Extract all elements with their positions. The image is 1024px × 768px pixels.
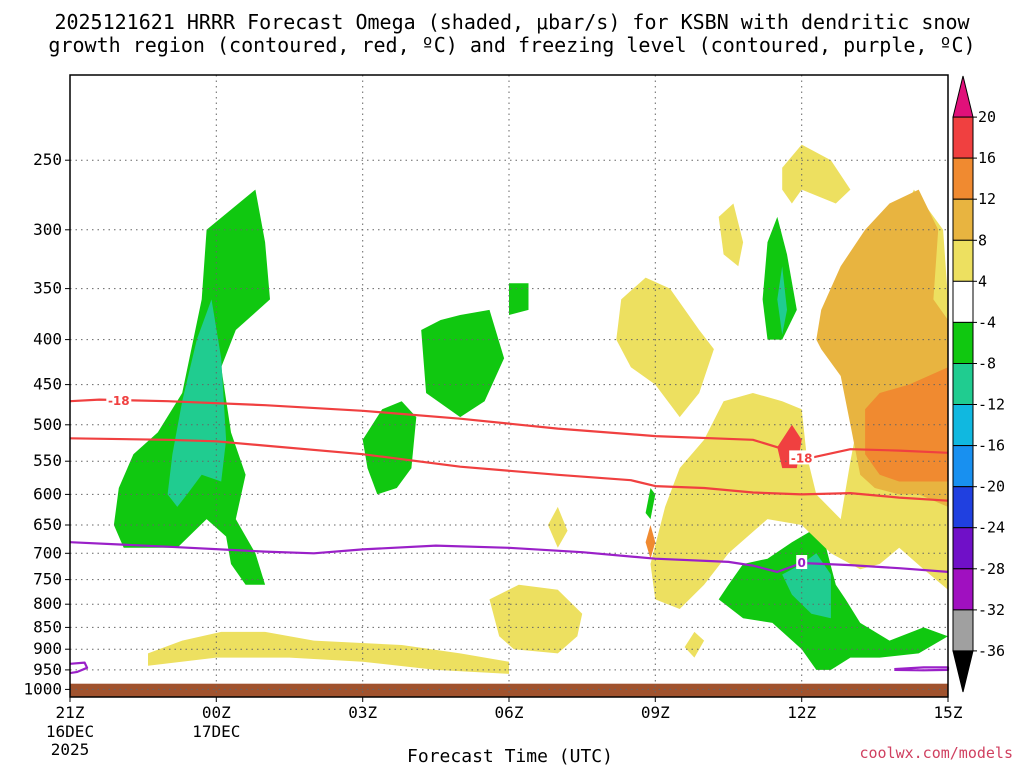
y-tick-label-550: 550	[33, 451, 62, 470]
x-date-label-2025: 2025	[51, 740, 90, 759]
ground-below-surface	[70, 683, 948, 697]
colorbar-swatch-13	[952, 609, 974, 652]
colorbar-label--16: -16	[978, 437, 1005, 455]
dgz-contour-label-1: -18	[791, 451, 813, 465]
omega-region-4	[362, 401, 417, 495]
colorbar-label-4: 4	[978, 272, 987, 290]
omega-region-10	[782, 553, 831, 619]
colorbar-swatch-12	[952, 568, 974, 611]
dgz-contour-0	[69, 398, 949, 459]
y-tick-label-900: 900	[33, 639, 62, 658]
colorbar-label--36: -36	[978, 642, 1005, 660]
colorbar-label--12: -12	[978, 396, 1005, 414]
y-tick-label-700: 700	[33, 543, 62, 562]
y-tick-label-400: 400	[33, 330, 62, 349]
colorbar-swatch-7	[952, 363, 974, 406]
y-tick-label-250: 250	[33, 150, 62, 169]
colorbar-label-16: 16	[978, 149, 996, 167]
omega-shading	[113, 144, 948, 674]
omega-region-13	[548, 506, 568, 548]
omega-region-9	[718, 530, 948, 670]
omega-region-2	[509, 283, 529, 315]
y-axis: 250 300 350 400 450 500 550 600 650 700 750 800 850 9…	[23, 150, 70, 698]
y-tick-label-850: 850	[33, 617, 62, 636]
y-tick-label-600: 600	[33, 484, 62, 503]
colorbar-swatch-2	[952, 157, 974, 200]
omega-region-6	[777, 266, 787, 335]
omega-region-7	[645, 488, 656, 520]
colorbar-label--4: -4	[978, 313, 996, 331]
colorbar-swatch-1	[952, 116, 974, 159]
colorbar-swatch-3	[952, 198, 974, 241]
colorbar-swatch-6	[952, 321, 974, 364]
chart-title-line-2: growth region (contoured, red, ºC) and f…	[48, 33, 975, 57]
colorbar-swatch-9	[952, 445, 974, 488]
y-tick-label-500: 500	[33, 415, 62, 434]
colorbar-top-arrow	[952, 75, 974, 118]
omega-region-15	[684, 631, 705, 658]
ground-layer	[70, 683, 948, 697]
omega-region-22	[645, 525, 656, 559]
colorbar-label-12: 12	[978, 190, 996, 208]
omega-region-17	[782, 144, 851, 204]
x-tick-label-15Z: 15Z	[934, 703, 963, 722]
colorbar-label--28: -28	[978, 560, 1005, 578]
colorbar-label--8: -8	[978, 355, 996, 373]
y-tick-label-450: 450	[33, 375, 62, 394]
y-tick-label-800: 800	[33, 594, 62, 613]
credit-text: coolwx.com/models	[859, 744, 1013, 762]
omega-region-12	[489, 584, 583, 654]
colorbar-label-8: 8	[978, 231, 987, 249]
omega-region-3	[421, 309, 505, 418]
dgz-contour-1	[69, 437, 949, 502]
omega-region-16	[718, 203, 744, 267]
y-tick-label-950: 950	[33, 660, 62, 679]
dgz-label-bg-1	[789, 450, 815, 465]
dgz-contour-label-0: -18	[108, 394, 130, 408]
y-tick-label-1000: 1000	[23, 679, 62, 698]
chart-title-line-1: 2025121621 HRRR Forecast Omega (shaded, …	[54, 10, 970, 34]
colorbar-swatch-5	[952, 280, 974, 323]
grid-lines	[70, 75, 948, 697]
colorbar-swatch-4	[952, 239, 974, 282]
colorbar-label--24: -24	[978, 519, 1005, 537]
x-tick-label-09Z: 09Z	[641, 703, 670, 722]
dgz-label-bg-0	[106, 393, 132, 408]
x-tick-label-06Z: 06Z	[495, 703, 524, 722]
x-axis-label: Forecast Time (UTC)	[407, 746, 613, 767]
y-tick-label-350: 350	[33, 279, 62, 298]
x-date-label-16DEC: 16DEC	[46, 722, 94, 741]
freezing-level-contour-0	[69, 541, 949, 573]
y-tick-label-650: 650	[33, 515, 62, 534]
freezing-level-label-bg-0	[796, 555, 808, 569]
colorbar-label-20: 20	[978, 108, 996, 126]
omega-region-5	[762, 216, 797, 340]
plot-area: -18 -18 0	[69, 74, 950, 698]
x-tick-label-00Z: 00Z	[202, 703, 231, 722]
colorbar: 20 16 12 8 4 -4 -8 -12 -16 -20 -24 -28 -32 -36	[952, 75, 1005, 693]
contour-lines: -18 -18 0	[69, 393, 950, 675]
x-tick-label-03Z: 03Z	[348, 703, 377, 722]
colorbar-label--32: -32	[978, 601, 1005, 619]
freezing-level-contour-1	[69, 661, 89, 675]
y-tick-label-750: 750	[33, 570, 62, 589]
x-tick-label-12Z: 12Z	[787, 703, 816, 722]
x-date-label-17DEC: 17DEC	[192, 722, 240, 741]
x-tick-label-21Z: 21Z	[56, 703, 85, 722]
omega-region-14	[616, 277, 714, 418]
freezing-level-contour-label-0: 0	[798, 556, 806, 570]
colorbar-swatch-10	[952, 486, 974, 529]
colorbar-swatch-8	[952, 404, 974, 447]
omega-region-11	[148, 631, 509, 674]
y-tick-label-300: 300	[33, 220, 62, 239]
colorbar-label--20: -20	[978, 478, 1005, 496]
colorbar-swatch-11	[952, 527, 974, 570]
colorbar-bottom-arrow	[952, 650, 974, 693]
